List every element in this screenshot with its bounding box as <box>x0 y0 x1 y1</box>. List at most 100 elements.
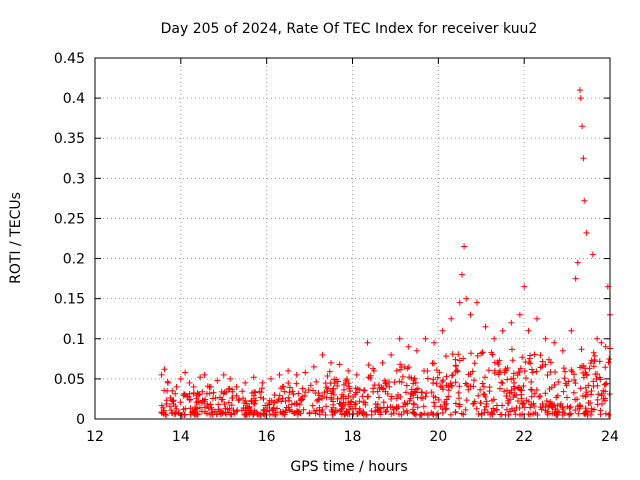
data-point <box>356 398 363 405</box>
data-point <box>485 367 492 374</box>
data-point <box>235 397 242 404</box>
data-point <box>460 355 467 362</box>
data-point <box>346 385 353 392</box>
data-point <box>495 371 502 378</box>
data-point <box>391 379 398 386</box>
data-point <box>382 379 389 386</box>
data-point <box>421 410 428 417</box>
data-point <box>279 395 286 402</box>
data-point <box>348 399 355 406</box>
data-point <box>324 385 331 392</box>
data-point <box>516 384 523 391</box>
data-point <box>516 411 523 418</box>
data-point <box>173 405 180 412</box>
data-point <box>307 382 314 389</box>
data-point <box>393 395 400 402</box>
data-point <box>491 370 498 377</box>
data-point <box>567 403 574 410</box>
data-point <box>293 400 300 407</box>
data-point <box>493 406 500 413</box>
data-point <box>397 361 404 368</box>
data-point <box>404 365 411 372</box>
data-point <box>439 409 446 416</box>
data-point <box>554 392 561 399</box>
data-point <box>372 400 379 407</box>
data-point <box>315 396 322 403</box>
data-point <box>164 379 171 386</box>
data-point <box>539 363 546 370</box>
data-point <box>233 383 240 390</box>
data-point <box>423 390 430 397</box>
data-point <box>334 395 341 402</box>
data-point <box>351 401 358 408</box>
data-point <box>411 388 418 395</box>
x-axis-label: GPS time / hours <box>290 459 407 475</box>
data-point <box>478 411 485 418</box>
data-point <box>563 382 570 389</box>
data-point <box>407 395 414 402</box>
data-point <box>413 347 420 354</box>
data-point <box>334 382 341 389</box>
data-point <box>455 351 462 358</box>
data-point <box>579 363 586 370</box>
x-axis: 12 14 16 18 20 22 24 <box>86 58 619 445</box>
data-point <box>310 363 317 370</box>
data-point <box>442 353 449 360</box>
data-point <box>318 408 325 415</box>
data-point <box>596 358 603 365</box>
data-point <box>463 295 470 302</box>
data-point <box>508 319 515 326</box>
data-point <box>545 401 552 408</box>
data-point <box>432 394 439 401</box>
data-point <box>503 367 510 374</box>
data-point <box>547 368 554 375</box>
data-point <box>339 403 346 410</box>
data-point <box>602 343 609 350</box>
y-tick-label: 0.4 <box>63 91 85 107</box>
y-tick-label: 0.3 <box>63 171 85 187</box>
data-point <box>158 371 165 378</box>
data-point <box>531 351 538 358</box>
data-point <box>278 398 285 405</box>
data-point <box>375 407 382 414</box>
data-point <box>220 390 227 397</box>
data-point <box>172 390 179 397</box>
data-point <box>544 372 551 379</box>
data-point <box>474 352 481 359</box>
data-point <box>532 409 539 416</box>
data-point <box>564 394 570 401</box>
data-point <box>526 355 533 362</box>
y-tick-label: 0.05 <box>54 372 85 388</box>
data-point <box>477 400 484 407</box>
data-point <box>516 404 523 411</box>
data-point <box>169 387 176 394</box>
data-point <box>491 359 498 366</box>
data-point <box>456 299 463 306</box>
data-point <box>458 410 465 417</box>
data-point <box>226 385 233 392</box>
data-point <box>248 398 255 405</box>
data-point <box>168 397 175 404</box>
data-point <box>528 387 535 394</box>
data-point <box>456 401 463 408</box>
data-point <box>347 388 354 395</box>
data-point <box>508 387 515 394</box>
data-point <box>365 393 372 400</box>
data-point <box>549 410 556 417</box>
data-point <box>521 283 528 290</box>
data-point <box>306 410 313 417</box>
data-point <box>478 350 485 357</box>
data-point <box>521 368 528 375</box>
data-point <box>448 372 455 379</box>
data-point <box>229 395 236 402</box>
data-point <box>177 399 184 406</box>
data-point <box>207 401 214 408</box>
data-point <box>270 411 277 418</box>
data-point <box>233 408 240 415</box>
data-point <box>422 335 429 342</box>
data-point <box>294 401 301 408</box>
y-tick-label: 0.45 <box>54 51 85 67</box>
data-point <box>201 371 208 378</box>
data-point <box>338 395 345 402</box>
